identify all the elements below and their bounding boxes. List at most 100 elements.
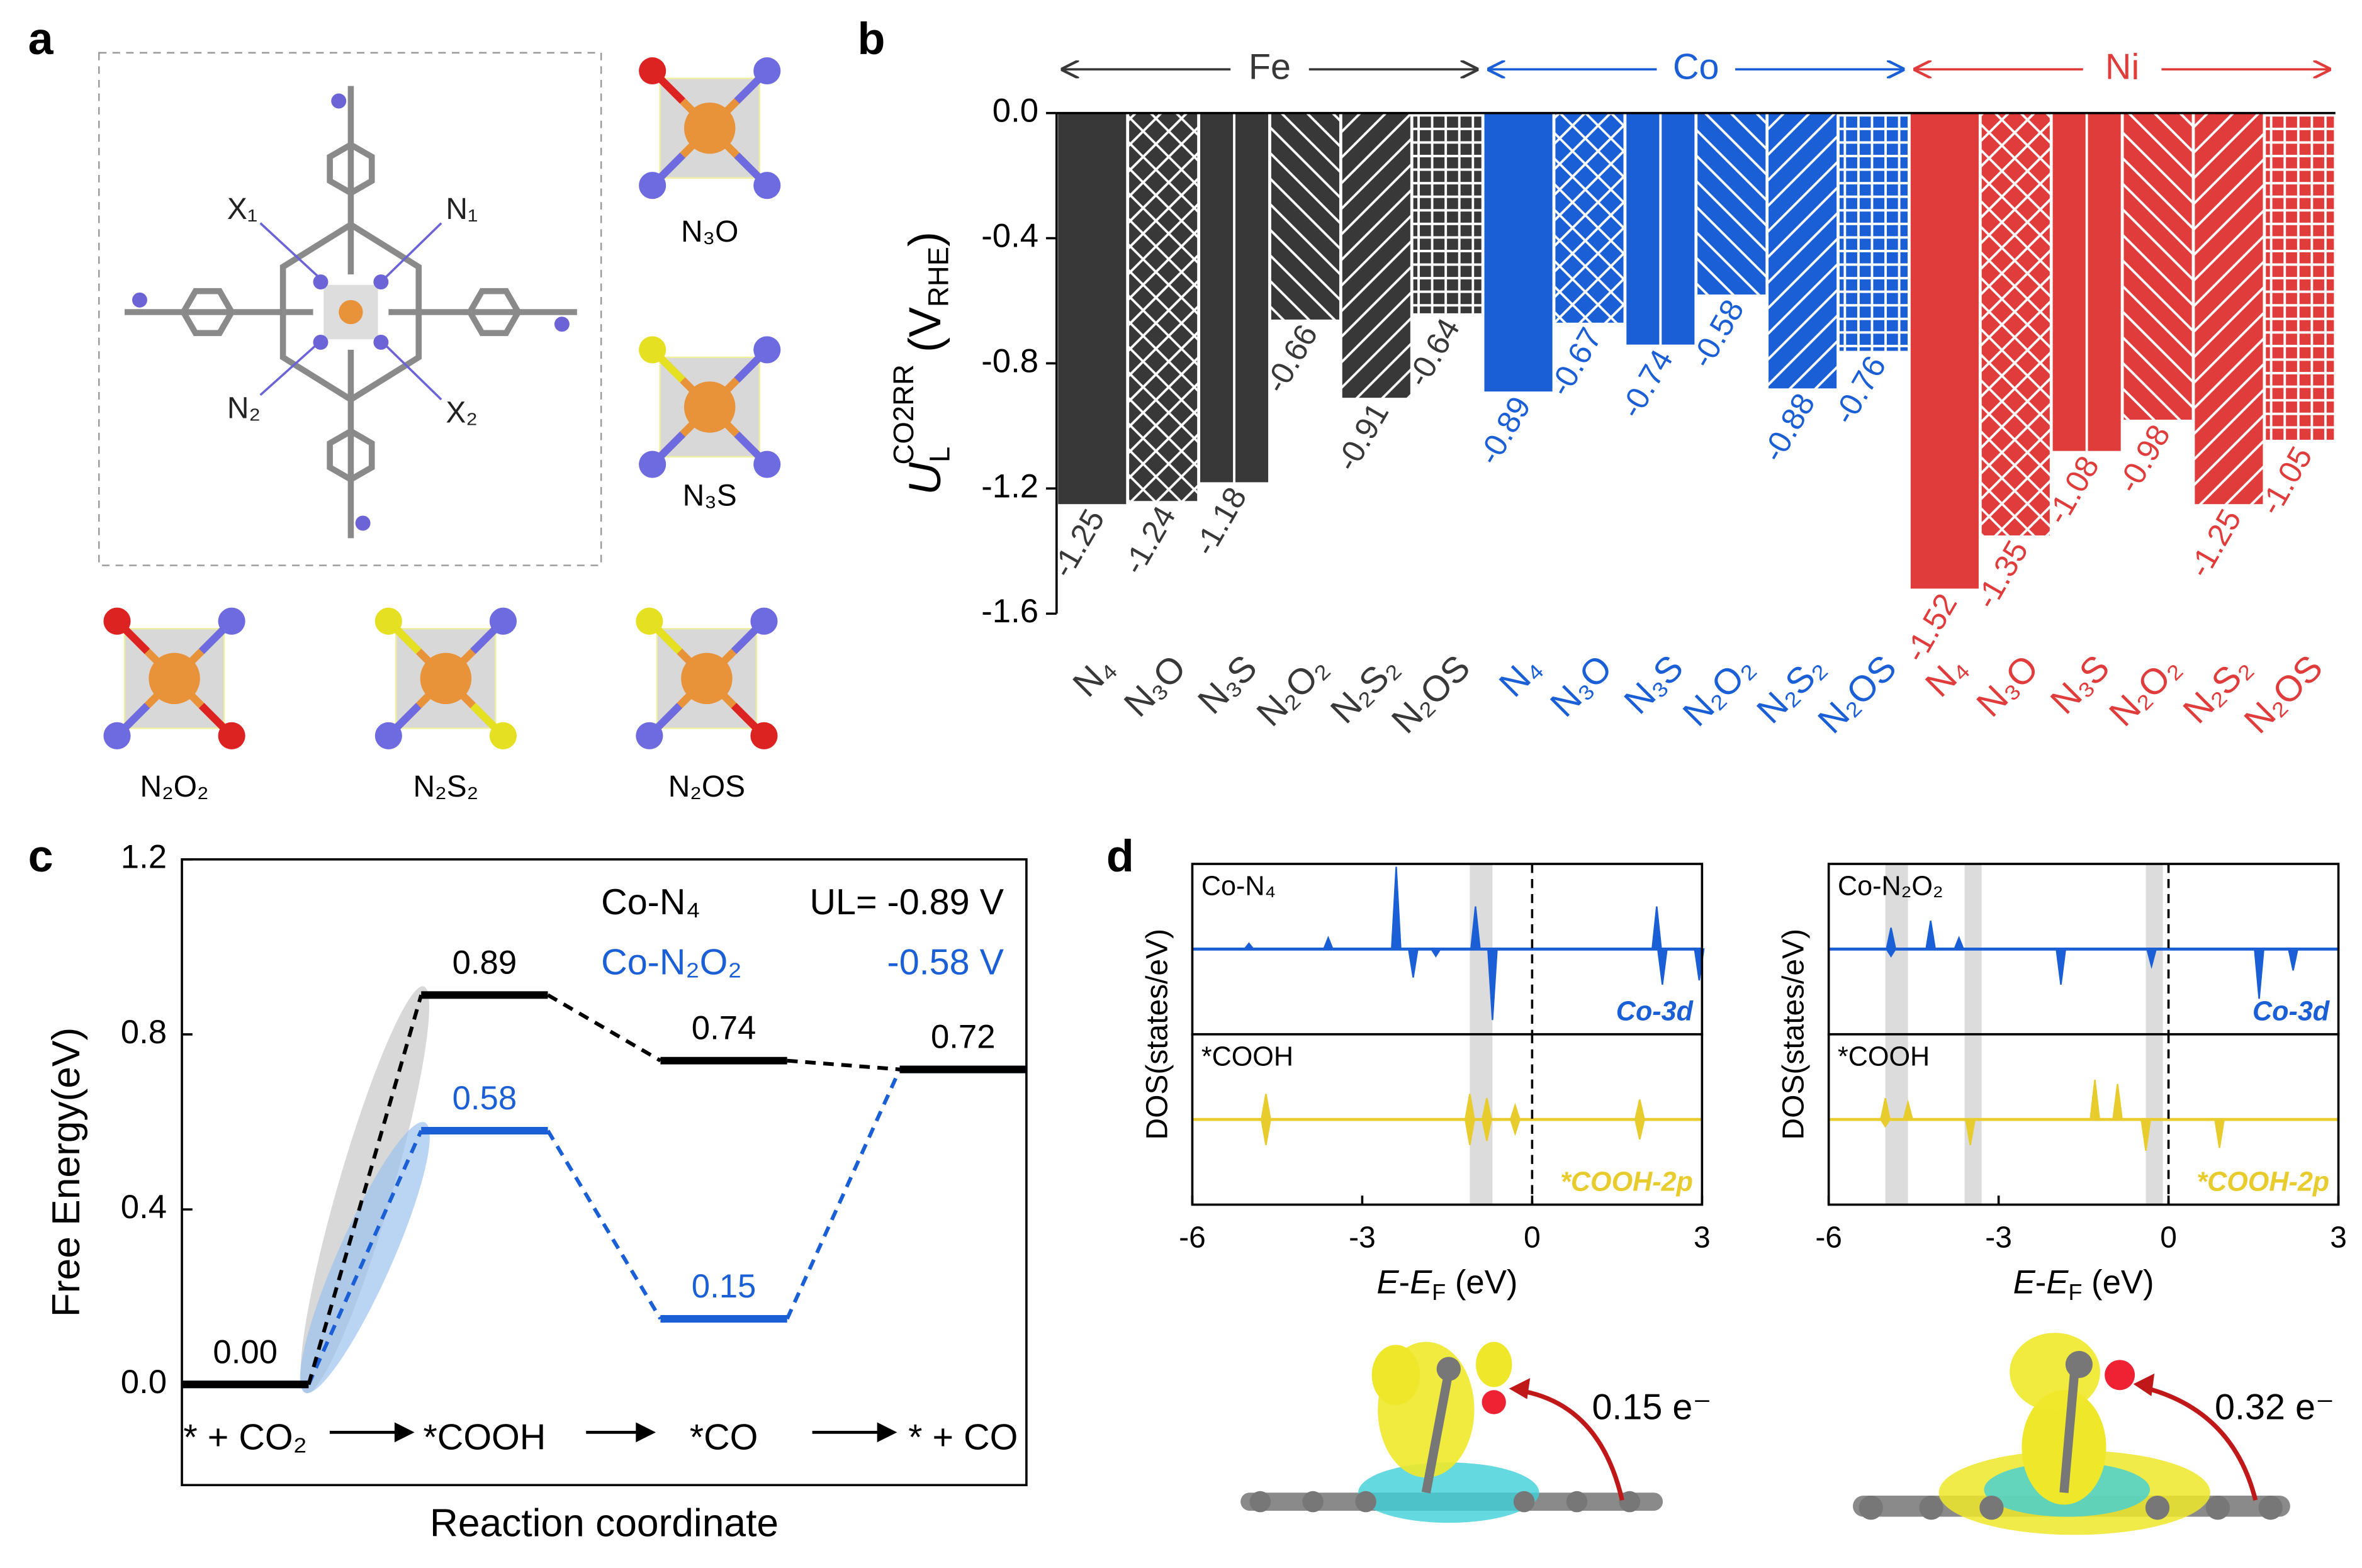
- atom-label: N₁: [446, 193, 478, 226]
- value-label: 0.15: [692, 1268, 756, 1305]
- bar: [1697, 113, 1766, 295]
- charge-transfer: 0.15 e⁻: [1592, 1387, 1711, 1428]
- dos-peak: [2140, 1118, 2152, 1151]
- structure-frame: [98, 52, 602, 566]
- dos-peak: [1487, 948, 1498, 1021]
- x-tick-label: N₃O: [1116, 647, 1194, 725]
- x-tick-label: -3: [1985, 1221, 2012, 1254]
- bar-value-label: -1.24: [1115, 500, 1183, 580]
- ring: [179, 288, 235, 337]
- dos-peak: [1634, 1118, 1646, 1140]
- bar-value-label: -1.25: [2181, 503, 2248, 583]
- atom-n: [313, 334, 329, 350]
- dos-peak: [1885, 948, 1898, 958]
- x-axis-label-part: (eV): [2082, 1263, 2154, 1301]
- bar: [1769, 113, 1837, 389]
- x-tick-label: N₃O: [1543, 647, 1620, 725]
- subplot-frame: [1191, 1033, 1704, 1206]
- subplot-title: *COOH: [1838, 1041, 1930, 1072]
- bar: [2266, 113, 2334, 442]
- group-label: Ni: [2105, 47, 2139, 87]
- dos-peak: [1656, 948, 1668, 985]
- atom-pointers: [259, 222, 442, 401]
- x-category-label: *CO: [690, 1418, 758, 1458]
- charge-density-right: [1852, 1333, 2290, 1535]
- y-axis-label-part: U: [900, 462, 950, 495]
- x-axis-label-part: E: [1376, 1263, 1399, 1301]
- dos-peak: [2089, 1079, 2101, 1121]
- x-category-label: *COOH: [423, 1418, 546, 1458]
- subplot-frame: [1827, 1033, 2340, 1206]
- subplot-title: Co-N₂O₂: [1838, 871, 1943, 902]
- group-label: Fe: [1249, 47, 1291, 87]
- x-tick-label: 0: [1524, 1221, 1541, 1254]
- x-category-label: * + CO: [908, 1418, 1018, 1458]
- value-label: 0.72: [931, 1019, 996, 1056]
- y-tick-label: -0.4: [981, 218, 1038, 255]
- bar: [1484, 113, 1553, 392]
- x-tick-label: N₂OS: [1384, 647, 1478, 741]
- motif-atom: [218, 722, 245, 749]
- group-label-bg: [2083, 48, 2162, 91]
- connector: [306, 1129, 423, 1386]
- motif-metal: [149, 652, 200, 705]
- dos-peak: [1481, 1118, 1493, 1141]
- x-tick-label: N₂O₂: [2101, 647, 2188, 734]
- y-tick-label: 1.2: [121, 839, 167, 876]
- bar: [1271, 113, 1339, 320]
- arrows-c: [329, 1422, 897, 1443]
- dos-peak: [1470, 906, 1481, 950]
- motif-atom: [639, 336, 666, 364]
- y-axis-label: UL CO2RR (VRHE): [887, 232, 956, 495]
- x-axis-label-part: F: [2068, 1279, 2082, 1304]
- dos-peak: [1464, 1118, 1476, 1145]
- y-tick-label: -0.8: [981, 342, 1038, 379]
- dos-peak: [2056, 948, 2067, 985]
- motif-atom: [753, 336, 781, 364]
- bar: [1200, 113, 1269, 483]
- y-axis-label-part: L: [924, 447, 956, 462]
- x-tick-label: N₃O: [1969, 647, 2047, 725]
- motif-atom: [374, 607, 402, 635]
- x-tick-label: 3: [2330, 1221, 2347, 1254]
- y-axis-label: DOS(states/eV): [1140, 929, 1174, 1140]
- atom-labels: X₁ N₁ N₂ X₂: [227, 193, 478, 429]
- dos-peak: [2112, 1084, 2123, 1121]
- dos-peak: [1509, 1118, 1521, 1136]
- bar-value-label: -1.25: [1044, 503, 1111, 583]
- subplot-title: Co-N₄: [1201, 871, 1276, 902]
- motif-atom: [753, 172, 781, 199]
- y-axis-label-part: RHE: [922, 247, 954, 307]
- motif-atom: [218, 607, 245, 635]
- x-axis-label-part: E: [1410, 1263, 1432, 1301]
- motif-atom: [750, 722, 778, 749]
- connector: [547, 993, 661, 1063]
- dos-peak: [2213, 1118, 2225, 1148]
- y-axis-label: Free Energy(eV): [45, 1028, 88, 1317]
- ring: [327, 427, 375, 483]
- bar: [1342, 113, 1410, 398]
- y-tick-label: 0.8: [121, 1014, 167, 1051]
- motif-atom: [489, 722, 517, 749]
- dos-peak: [2254, 948, 2265, 999]
- x-axis-label-part: F: [1432, 1279, 1446, 1304]
- motif-metal: [683, 102, 736, 154]
- atom-n: [355, 515, 371, 531]
- plot-frame: [181, 858, 1028, 1487]
- dos-peak: [1509, 1102, 1521, 1121]
- x-axis-label-part: (eV): [1446, 1263, 1517, 1301]
- panel-label: c: [28, 831, 53, 882]
- panel-labels: a b c d: [28, 14, 1134, 882]
- ring: [466, 288, 522, 337]
- motif-atom: [489, 607, 517, 635]
- bar: [1981, 113, 2050, 535]
- dos-peak: [1390, 866, 1402, 950]
- motif-metal: [420, 652, 472, 705]
- x-tick-label: -6: [1179, 1221, 1206, 1254]
- macrocycle: [279, 221, 422, 403]
- value-label: 0.89: [453, 944, 517, 981]
- motif-label: N₃O: [681, 215, 738, 249]
- atom-n: [132, 292, 147, 308]
- y-axis-label-part: (V: [900, 307, 950, 352]
- value-label: 0.58: [453, 1080, 517, 1117]
